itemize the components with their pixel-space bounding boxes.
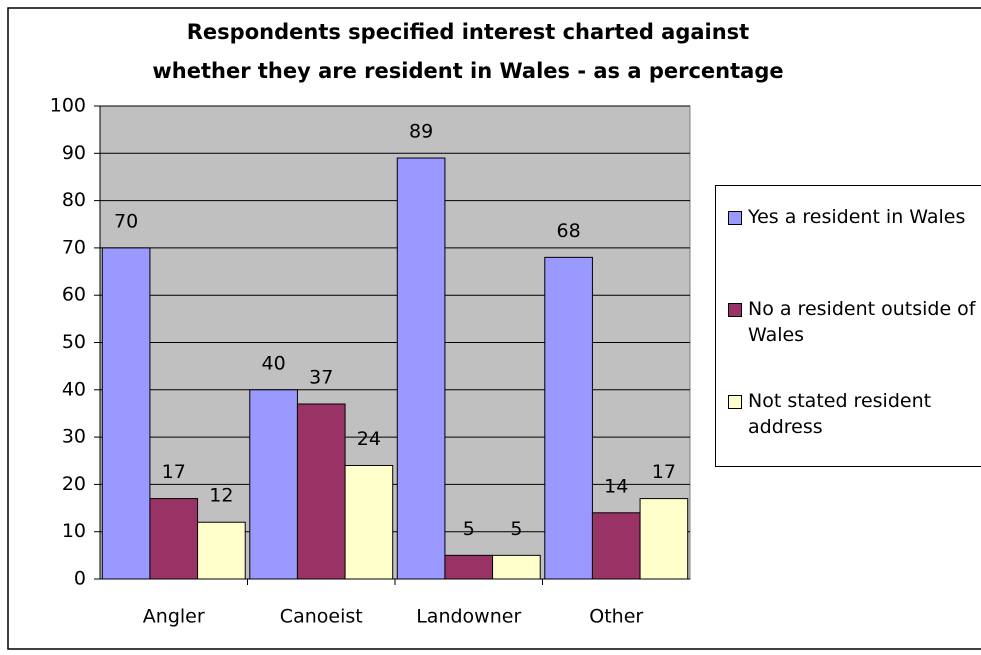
data-label: 17 <box>162 461 186 483</box>
bar <box>344 464 394 580</box>
y-tick-label: 0 <box>74 568 86 590</box>
data-label: 37 <box>309 366 333 388</box>
y-tick-label: 20 <box>62 473 86 495</box>
chart-title: whether they are resident in Wales - as … <box>152 59 783 83</box>
bar <box>149 498 199 580</box>
data-label: 40 <box>262 352 286 374</box>
data-label: 12 <box>209 485 233 507</box>
bar <box>492 554 541 580</box>
x-tick-label: Angler <box>143 606 205 628</box>
y-tick-label: 30 <box>62 426 86 448</box>
legend-swatch <box>728 395 742 409</box>
legend-swatch <box>728 303 742 317</box>
data-label: 68 <box>557 220 581 242</box>
y-tick-label: 90 <box>62 142 86 164</box>
y-tick-label: 40 <box>62 378 86 400</box>
data-label: 17 <box>652 461 676 483</box>
y-tick-label: 60 <box>62 284 86 306</box>
y-tick-label: 100 <box>50 95 86 117</box>
legend: Yes a resident in Wales No a resident out… <box>715 185 981 467</box>
data-label: 70 <box>114 210 138 232</box>
data-label: 24 <box>357 428 381 450</box>
legend-label: Yes a resident in Wales <box>748 206 966 228</box>
legend-entry: Not stated resident address <box>728 388 981 440</box>
data-label: 14 <box>604 475 628 497</box>
y-tick-label: 50 <box>62 331 86 353</box>
x-tick-label: Other <box>589 606 643 628</box>
data-label: 5 <box>510 518 522 540</box>
x-tick-label: Canoeist <box>280 606 363 628</box>
bar <box>396 157 446 580</box>
legend-label: No a resident outside of Wales <box>748 298 976 346</box>
legend-label: Not stated resident address <box>748 390 932 438</box>
legend-entry: Yes a resident in Wales <box>728 204 981 230</box>
bar <box>639 498 689 580</box>
bar <box>249 389 298 580</box>
bar <box>444 554 494 580</box>
legend-entry: No a resident outside of Wales <box>728 296 981 348</box>
bar <box>544 256 593 580</box>
bar <box>591 512 641 580</box>
chart-title: Respondents specified interest charted a… <box>187 20 749 44</box>
data-label: 5 <box>463 518 475 540</box>
y-tick-label: 80 <box>62 189 86 211</box>
bar <box>101 247 151 580</box>
bar <box>197 521 246 580</box>
bar <box>296 403 346 580</box>
y-tick-label: 10 <box>62 520 86 542</box>
legend-swatch <box>728 211 742 225</box>
y-tick-label: 70 <box>62 236 86 258</box>
x-tick-label: Landowner <box>416 606 521 628</box>
data-label: 89 <box>409 121 433 143</box>
